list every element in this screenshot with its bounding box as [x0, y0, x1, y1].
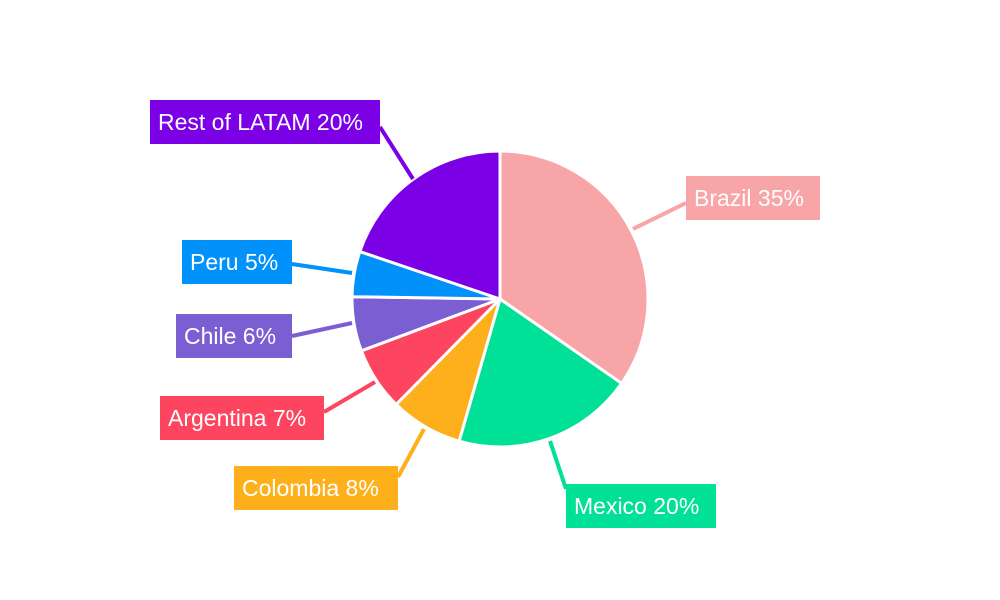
pie-slice-brazil[interactable] — [498, 149, 650, 385]
leader-line — [632, 201, 687, 231]
pie-slices — [350, 149, 650, 449]
leader-line — [396, 428, 426, 478]
slice-label-mexico: Mexico 20% — [566, 484, 716, 528]
slice-label-peru: Peru 5% — [182, 240, 292, 284]
slice-label-argentina: Argentina 7% — [160, 396, 324, 440]
leader-line — [378, 125, 415, 181]
slice-label-rest-of-latam: Rest of LATAM 20% — [150, 100, 380, 144]
pie-slice-mexico[interactable] — [457, 297, 624, 449]
leader-line — [548, 440, 568, 490]
slice-label-brazil: Brazil 35% — [686, 176, 820, 220]
pie-slice-rest-of-latam[interactable] — [358, 149, 502, 301]
slice-label-chile: Chile 6% — [176, 314, 292, 358]
leader-line — [322, 380, 377, 414]
leader-line — [291, 321, 353, 338]
slice-label-colombia: Colombia 8% — [234, 466, 398, 510]
leader-line — [291, 262, 353, 275]
leader-lines — [291, 125, 687, 490]
